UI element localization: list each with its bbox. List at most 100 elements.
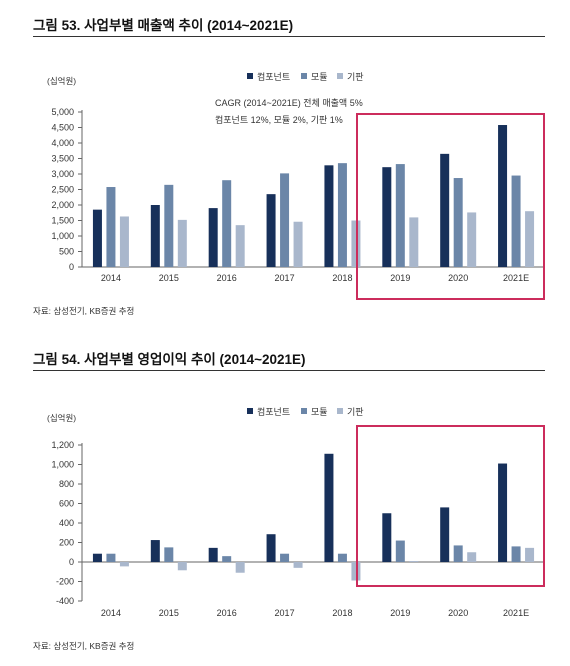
x-tick-label: 2018 <box>332 608 352 618</box>
bar-2021E-series-3 <box>525 211 535 267</box>
bar-2018-series-2 <box>337 553 347 562</box>
bar-2019-series-1 <box>382 167 392 267</box>
revenue-chart: (십억원) 컴포넌트 모듈 기판 CAGR (2014~2021E) 전체 매출액 5%… <box>47 71 545 300</box>
bar-2021E-series-2 <box>511 175 521 267</box>
x-tick-label: 2019 <box>390 273 410 283</box>
x-tick-label: 2017 <box>275 608 295 618</box>
y-tick-label: 0 <box>69 557 74 567</box>
x-tick-label: 2017 <box>275 273 295 283</box>
legend-swatch-3 <box>337 73 343 79</box>
y-tick-label: 800 <box>59 479 74 489</box>
x-tick-label: 2015 <box>159 273 179 283</box>
x-tick-label: 2021E <box>503 608 529 618</box>
y-tick-label: 500 <box>59 247 74 257</box>
y-tick-label: 1,000 <box>51 231 74 241</box>
cagr-annotation-2: 컴포넌트 12%, 모듈 2%, 기판 1% <box>215 114 343 125</box>
bar-2017-series-2 <box>280 553 290 562</box>
bar-2021E-series-2 <box>511 546 521 562</box>
bar-2021E-series-1 <box>498 463 508 562</box>
figure-54-title-rule <box>33 370 545 371</box>
bar-2020-series-2 <box>453 545 463 562</box>
y-tick-label: 5,000 <box>51 107 74 117</box>
y-tick-label: 1,200 <box>51 440 74 450</box>
bar-2018-series-2 <box>337 163 347 267</box>
bar-2015-series-3 <box>177 219 187 267</box>
highlight-box <box>356 425 545 587</box>
y-tick-label: 3,000 <box>51 169 74 179</box>
bar-2015-series-1 <box>150 540 160 562</box>
x-tick-label: 2015 <box>159 608 179 618</box>
bar-2021E-series-3 <box>525 547 535 562</box>
figure-54-source: 자료: 삼성전기, KB증권 추정 <box>33 641 135 651</box>
y-tick-label: 600 <box>59 499 74 509</box>
x-tick-label: 2020 <box>448 273 468 283</box>
y-tick-label: -400 <box>56 596 74 606</box>
legend-swatch-2 <box>301 73 307 79</box>
x-tick-label: 2021E <box>503 273 529 283</box>
y-tick-label: 400 <box>59 518 74 528</box>
y-tick-label: 200 <box>59 538 74 548</box>
bar-2016-series-3 <box>235 225 245 267</box>
y-tick-label: 3,500 <box>51 154 74 164</box>
bar-2018-series-1 <box>324 453 334 562</box>
y-tick-label: 4,500 <box>51 123 74 133</box>
legend-swatch-3 <box>337 408 343 414</box>
x-tick-label: 2018 <box>332 273 352 283</box>
bar-2014-series-3 <box>119 216 129 267</box>
bar-2018-series-1 <box>324 165 334 267</box>
operating-profit-chart: (십억원) 컴포넌트 모듈 기판 -400 -200 0 200 400 600 800 1,000 1… <box>47 406 545 618</box>
bar-2018-series-3 <box>351 220 361 267</box>
legend-label-3: 기판 <box>347 72 364 82</box>
y-tick-label: 4,000 <box>51 138 74 148</box>
bar-2020-series-2 <box>453 178 463 267</box>
x-tick-label: 2016 <box>217 608 237 618</box>
bar-2014-series-1 <box>92 553 102 562</box>
bar-2016-series-1 <box>208 208 218 267</box>
bar-2014-series-3 <box>119 562 129 567</box>
legend-label-2: 모듈 <box>311 407 328 417</box>
y-tick-label: 1,000 <box>51 460 74 470</box>
cagr-annotation-1: CAGR (2014~2021E) 전체 매출액 5% <box>215 97 363 108</box>
bar-2019-series-1 <box>382 513 392 562</box>
x-tick-label: 2019 <box>390 608 410 618</box>
bar-2020-series-3 <box>467 212 477 267</box>
bar-2015-series-2 <box>164 184 174 267</box>
y-unit-label: (십억원) <box>47 76 76 86</box>
bar-2018-series-3 <box>351 562 361 581</box>
x-tick-label: 2016 <box>217 273 237 283</box>
bar-2019-series-3 <box>409 217 419 267</box>
bar-2015-series-3 <box>177 562 187 571</box>
bar-2014-series-1 <box>92 209 102 267</box>
y-tick-label: 2,500 <box>51 185 74 195</box>
y-tick-label: 2,000 <box>51 200 74 210</box>
highlight-box <box>356 113 545 300</box>
y-tick-label: 0 <box>69 262 74 272</box>
figure-53-title-rule <box>33 36 545 37</box>
bar-2019-series-2 <box>395 164 405 267</box>
bar-2017-series-2 <box>280 173 290 267</box>
figure-54-title: 그림 54. 사업부별 영업이익 추이 (2014~2021E) <box>33 352 306 367</box>
bar-2016-series-3 <box>235 562 245 573</box>
legend-swatch-2 <box>301 408 307 414</box>
y-tick-label: -200 <box>56 577 74 587</box>
bar-2017-series-3 <box>293 221 303 267</box>
bar-2015-series-2 <box>164 547 174 562</box>
bar-2019-series-3 <box>409 561 419 562</box>
bar-2021E-series-1 <box>498 125 508 268</box>
x-tick-label: 2020 <box>448 608 468 618</box>
bar-2016-series-2 <box>222 556 232 562</box>
bar-2014-series-2 <box>106 187 116 267</box>
bar-2017-series-1 <box>266 534 276 562</box>
bar-2016-series-1 <box>208 547 218 562</box>
legend-label-3: 기판 <box>347 407 364 417</box>
x-tick-label: 2014 <box>101 273 121 283</box>
bar-2020-series-1 <box>440 507 450 562</box>
bar-2019-series-2 <box>395 540 405 562</box>
legend-label-1: 컴포넌트 <box>257 406 290 417</box>
bar-2015-series-1 <box>150 205 160 267</box>
x-tick-label: 2014 <box>101 608 121 618</box>
y-unit-label: (십억원) <box>47 413 76 423</box>
bar-2017-series-1 <box>266 194 276 267</box>
legend-label-1: 컴포넌트 <box>257 71 290 82</box>
figure-53-source: 자료: 삼성전기, KB증권 추정 <box>33 306 135 316</box>
